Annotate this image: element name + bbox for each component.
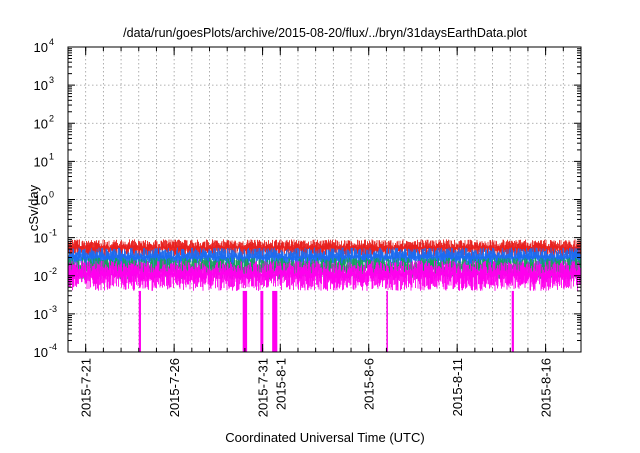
y-tick-label: 10 xyxy=(34,40,48,55)
y-tick-label: 10 xyxy=(34,231,48,246)
y-tick-exponent: -4 xyxy=(49,342,57,352)
y-tick-label: 10 xyxy=(34,78,48,93)
y-tick-exponent: 2 xyxy=(49,113,54,123)
y-tick-label: 10 xyxy=(34,307,48,322)
y-tick-exponent: -2 xyxy=(49,266,57,276)
y-tick-exponent: -3 xyxy=(49,304,57,314)
x-tick-label: 2015-8-11 xyxy=(450,358,465,416)
y-tick-label: 10 xyxy=(34,116,48,131)
y-tick-exponent: -1 xyxy=(49,228,57,238)
y-tick-label: 10 xyxy=(34,193,48,208)
x-tick-label: 2015-7-31 xyxy=(256,358,271,417)
series-dropout xyxy=(260,290,264,352)
series-dropout xyxy=(242,290,248,352)
series-dropout xyxy=(511,290,514,352)
y-tick-exponent: 3 xyxy=(49,75,54,85)
x-axis-label: Coordinated Universal Time (UTC) xyxy=(225,430,424,445)
series-dropout xyxy=(272,290,278,352)
x-tick-label: 2015-8-16 xyxy=(539,358,554,417)
y-axis-label: cSv/day xyxy=(26,184,41,231)
chart-title: /data/run/goesPlots/archive/2015-08-20/f… xyxy=(123,26,527,40)
y-tick-exponent: 4 xyxy=(49,37,54,47)
series-group xyxy=(68,239,581,352)
y-tick-label: 10 xyxy=(34,345,48,360)
x-tick-label: 2015-8-6 xyxy=(362,358,377,410)
y-tick-label: 10 xyxy=(34,154,48,169)
y-tick-label: 10 xyxy=(34,269,48,284)
y-tick-exponent: 0 xyxy=(49,190,54,200)
series-dropout xyxy=(138,290,141,352)
series-dropout xyxy=(386,290,388,352)
y-tick-exponent: 1 xyxy=(49,151,54,161)
x-tick-label: 2015-7-26 xyxy=(167,358,182,417)
x-tick-label: 2015-7-21 xyxy=(79,358,94,417)
x-tick-label: 2015-8-1 xyxy=(273,358,288,410)
grid xyxy=(68,46,581,353)
